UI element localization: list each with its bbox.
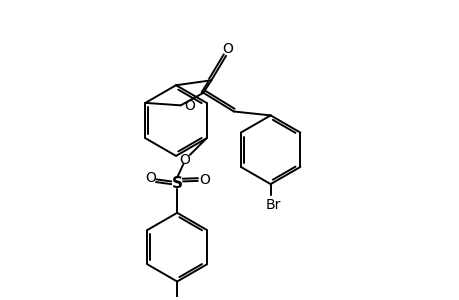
Text: Br: Br: [265, 198, 280, 212]
Text: O: O: [222, 42, 233, 56]
Text: O: O: [199, 173, 210, 187]
Text: O: O: [145, 172, 156, 185]
Text: O: O: [179, 153, 190, 167]
Text: O: O: [184, 99, 195, 113]
Text: S: S: [171, 176, 182, 191]
